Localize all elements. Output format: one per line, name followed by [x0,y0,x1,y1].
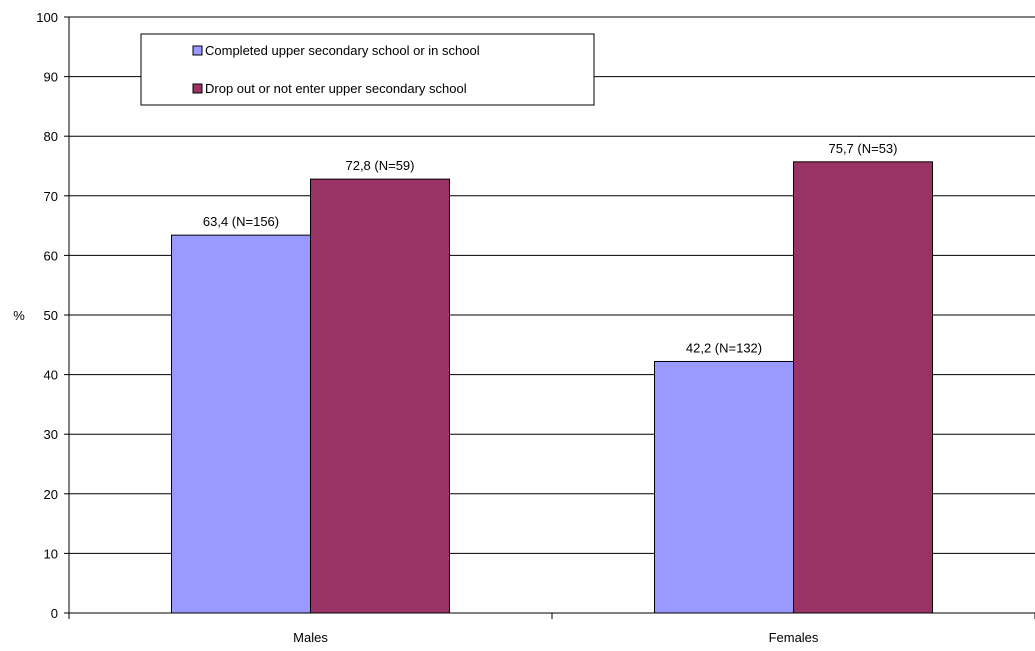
bar-value-label: 63,4 (N=156) [203,214,279,229]
y-tick-label: 90 [44,70,58,85]
bar-value-label: 72,8 (N=59) [345,158,414,173]
legend-label-dropout: Drop out or not enter upper secondary sc… [205,81,467,96]
bars [171,161,933,614]
bar-value-label: 75,7 (N=53) [828,141,897,156]
y-tick-label: 20 [44,487,58,502]
legend: Completed upper secondary school or in s… [140,33,595,106]
bar [171,234,311,614]
legend-swatch-dropout [192,83,203,94]
y-axis-label: % [13,308,25,323]
y-tick-label: 70 [44,189,58,204]
y-tick-label: 10 [44,546,58,561]
y-tick-label: 0 [51,606,58,621]
axes: 0 10 20 30 40 50 60 70 80 90 100 Males Females [36,10,1035,645]
data-labels: 63,4 (N=156) 72,8 (N=59) 42,2 (N=132) 75,7 … [203,141,898,356]
bar [310,178,450,614]
legend-box [140,33,595,106]
x-tick-label: Males [293,630,328,645]
bar [793,161,933,614]
legend-label-completed: Completed upper secondary school or in s… [205,43,480,58]
y-tick-label: 30 [44,427,58,442]
y-tick-label: 40 [44,368,58,383]
x-tick-label: Females [769,630,819,645]
y-tick-label: 60 [44,248,58,263]
legend-swatch-completed [192,45,203,56]
y-tick-label: 100 [36,10,58,25]
y-tick-label: 80 [44,129,58,144]
bar [654,360,794,614]
y-tick-label: 50 [44,308,58,323]
bar-value-label: 42,2 (N=132) [686,340,762,355]
